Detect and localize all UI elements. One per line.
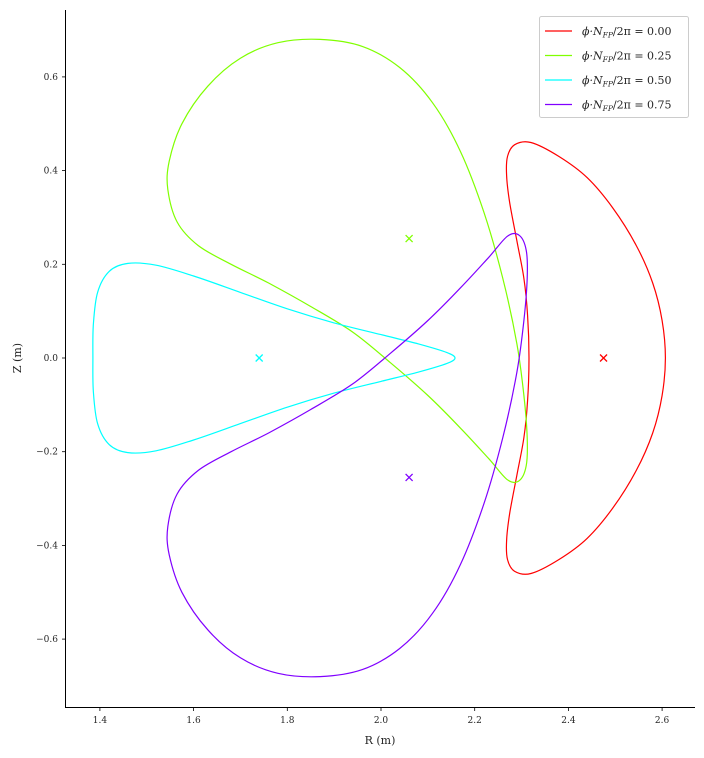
y-axis-ticks: −0.6 −0.4 −0.2 0.0 0.2 0.4 0.6 — [36, 73, 66, 645]
x-tick-label: 1.4 — [93, 716, 108, 726]
legend-label: ϕ·NFP/2π = 0.00 — [582, 25, 672, 40]
flux-surface-curve-2 — [92, 262, 456, 454]
y-tick-label: −0.4 — [36, 541, 58, 551]
flux-surface-curve-1 — [166, 38, 529, 484]
y-tick-label: 0.2 — [44, 260, 58, 270]
legend-label: ϕ·NFP/2π = 0.25 — [582, 50, 672, 65]
y-tick-label: −0.2 — [36, 448, 58, 458]
x-axis-ticks: 1.4 1.6 1.8 2.0 2.2 2.4 2.6 — [93, 707, 670, 726]
axis-cross-icon — [405, 473, 414, 482]
axis-cross-icon — [255, 354, 264, 362]
y-axis-label: Z (m) — [11, 343, 24, 373]
x-tick-label: 2.6 — [655, 716, 670, 726]
x-tick-label: 2.4 — [561, 716, 576, 726]
x-tick-label: 2.2 — [468, 716, 482, 726]
legend-frame — [539, 16, 689, 118]
y-tick-label: 0.4 — [44, 167, 59, 177]
legend: ϕ·NFP/2π = 0.00 ϕ·NFP/2π = 0.25 ϕ·NFP/2π =… — [539, 16, 689, 118]
y-tick-label: 0.6 — [44, 73, 59, 83]
axis-cross-icon — [405, 234, 414, 243]
y-tick-label: 0.0 — [44, 354, 59, 364]
x-tick-label: 2.0 — [374, 716, 389, 726]
axis-cross-icon — [599, 354, 608, 362]
flux-surface-curve-0 — [505, 141, 667, 575]
plot-curves — [92, 38, 667, 678]
magnetic-axis-markers — [255, 234, 608, 482]
legend-label: ϕ·NFP/2π = 0.75 — [582, 99, 672, 114]
x-tick-label: 1.6 — [186, 716, 201, 726]
x-tick-label: 1.8 — [280, 716, 295, 726]
y-tick-label: −0.6 — [36, 635, 58, 645]
x-axis-label: R (m) — [365, 734, 396, 747]
flux-surface-curve-3 — [166, 232, 529, 678]
legend-label: ϕ·NFP/2π = 0.50 — [582, 74, 672, 89]
